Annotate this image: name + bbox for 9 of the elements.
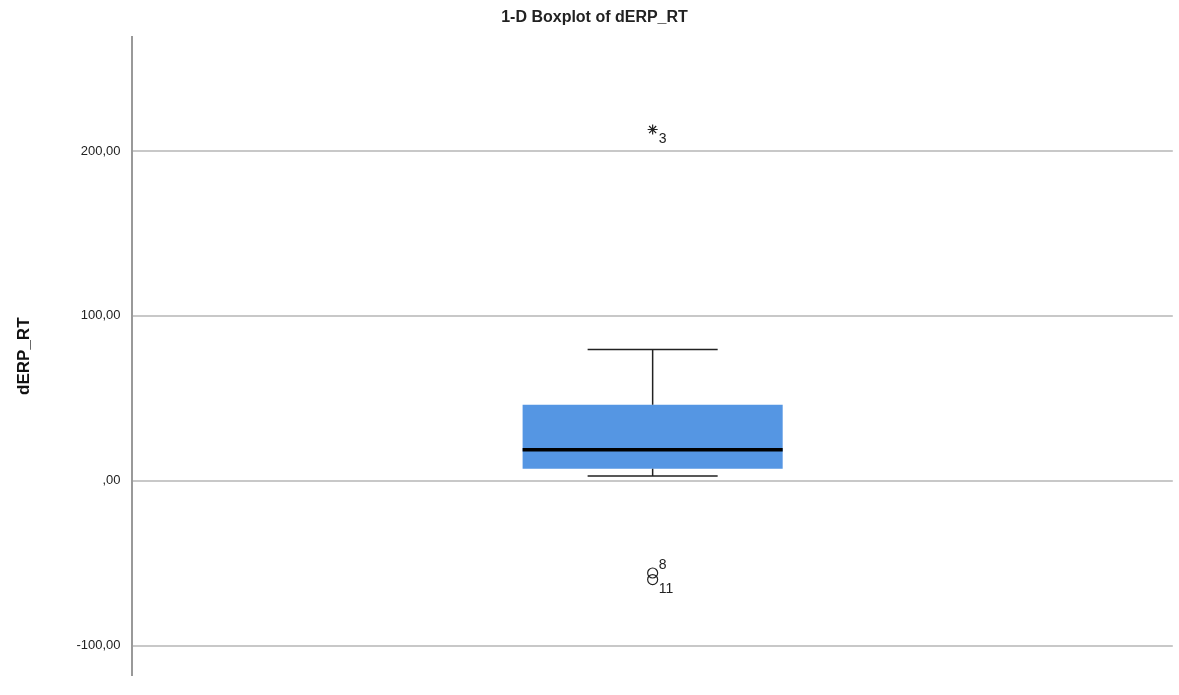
- y-tick-label: ,00: [102, 472, 121, 488]
- annotation: 8: [658, 555, 667, 572]
- y-tick-label: -100,00: [76, 637, 121, 653]
- y-tick-label: 200,00: [80, 142, 121, 158]
- annotation: 11: [658, 580, 674, 597]
- chart-title: 1-D Boxplot of dERP_RT: [501, 8, 689, 26]
- y-tick-label: 100,00: [80, 307, 121, 323]
- annotation: 3: [658, 130, 667, 147]
- y-axis-title: dERP_RT: [13, 316, 33, 395]
